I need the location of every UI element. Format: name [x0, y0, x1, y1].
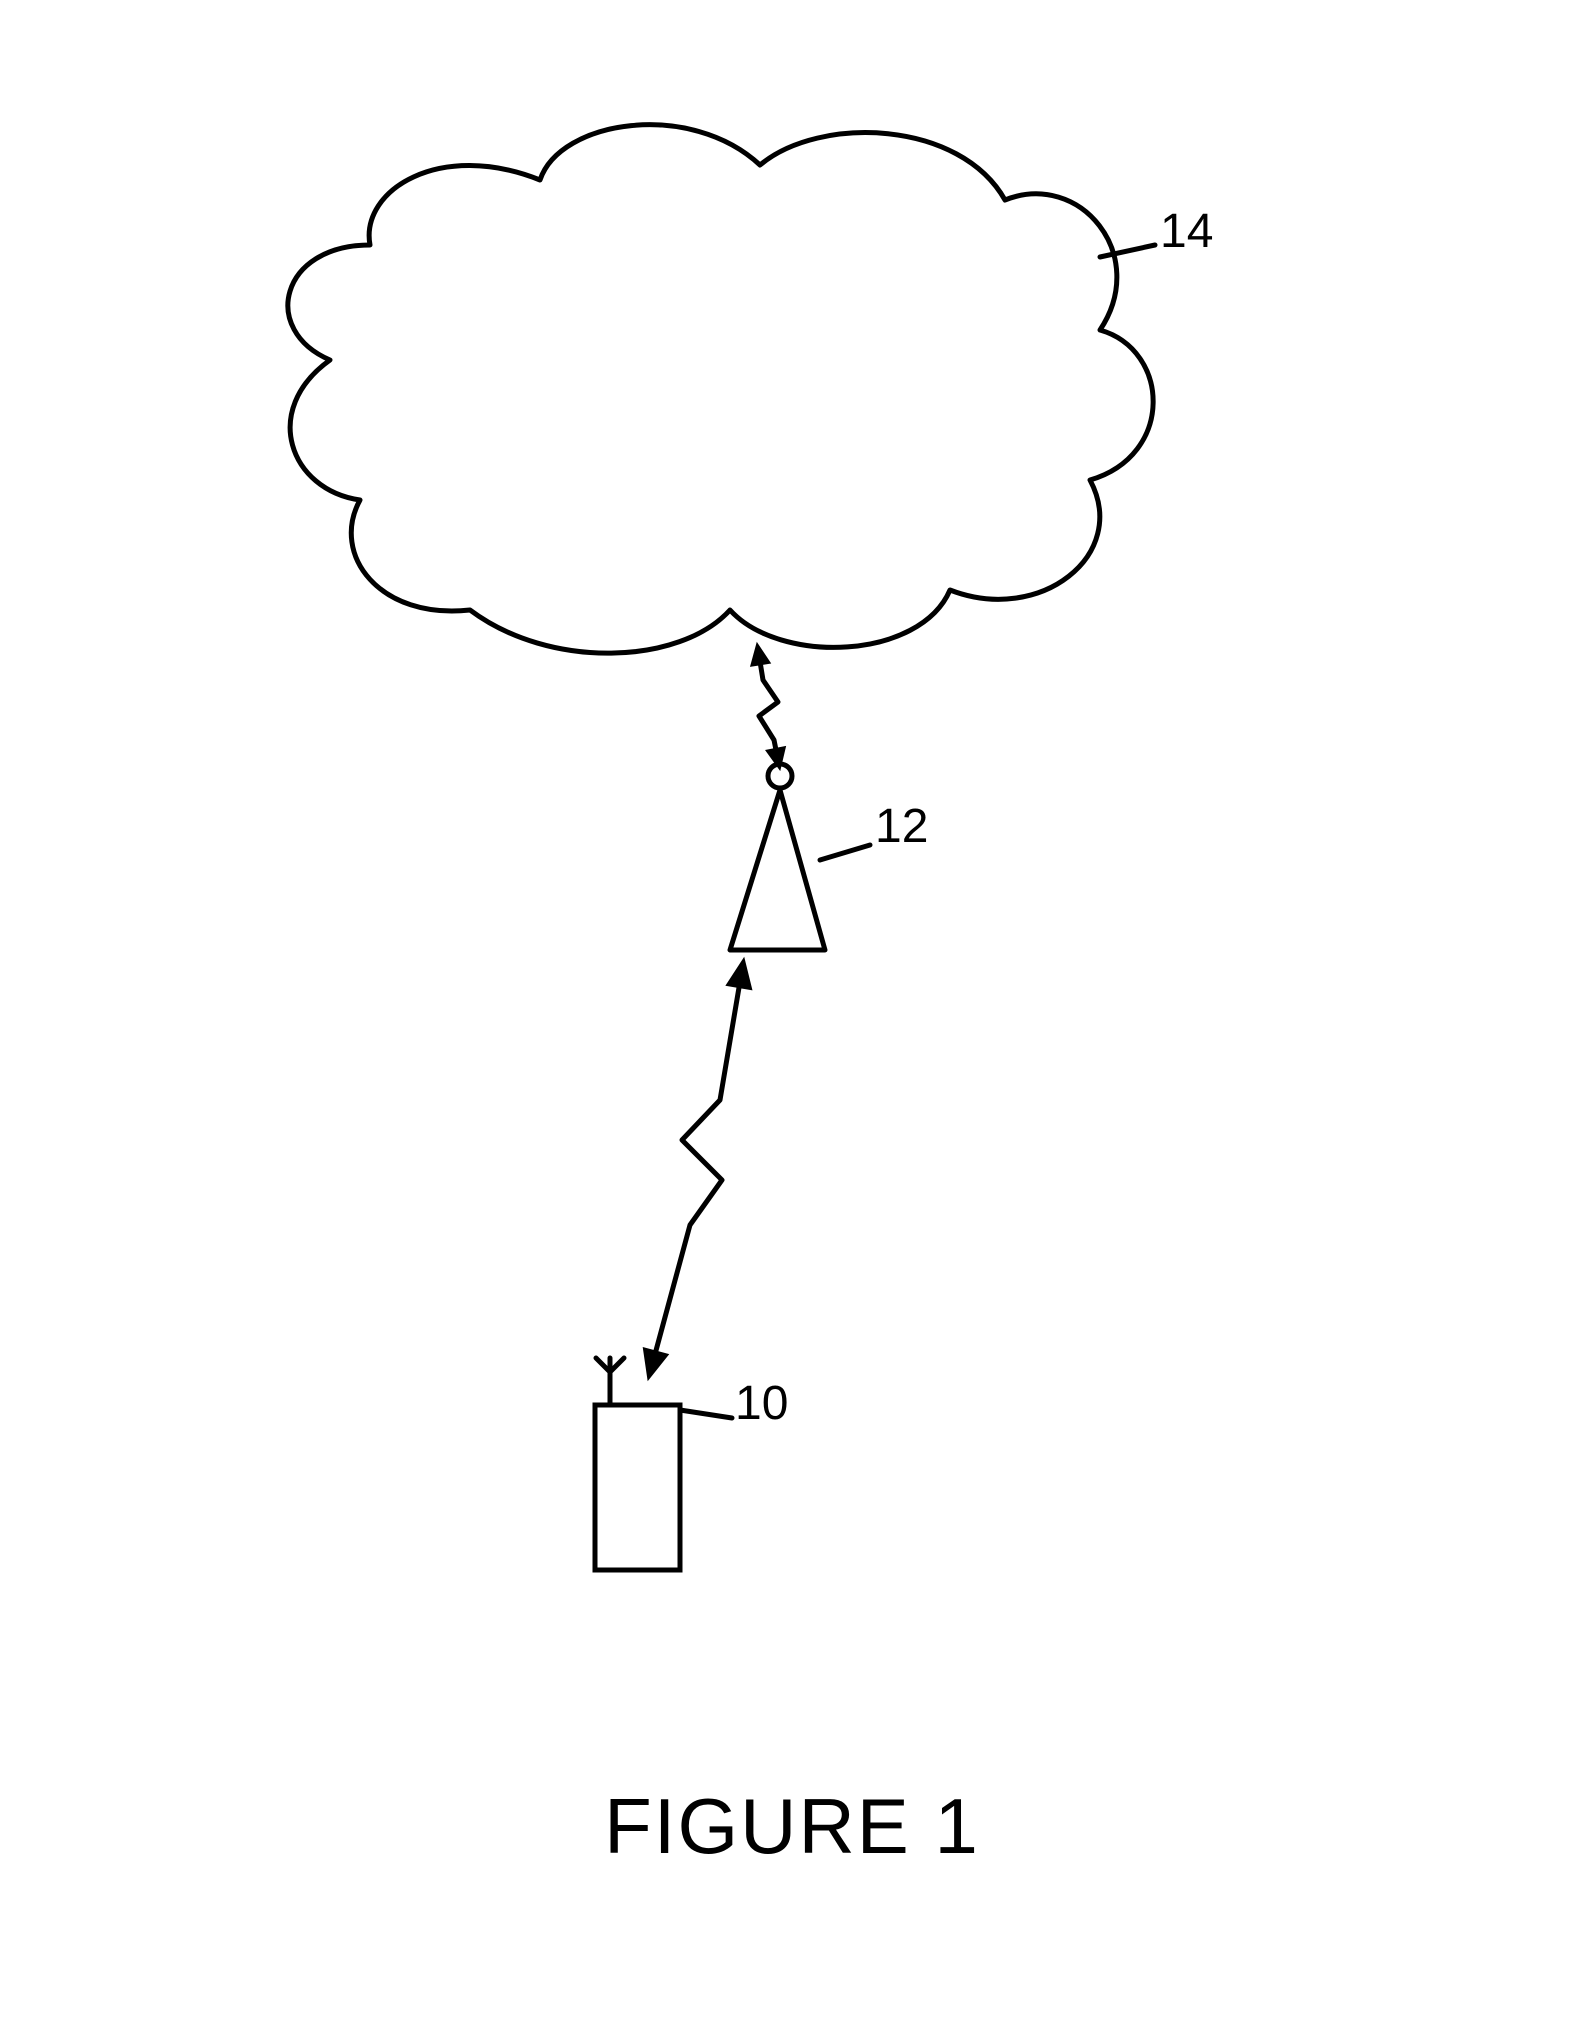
figure-stage: FIGURE 1 14 12 10	[0, 0, 1584, 2042]
ref-label-device: 10	[735, 1376, 788, 1431]
link-tower-device	[656, 988, 739, 1351]
diagram-svg	[0, 0, 1584, 2042]
link-cloud-tower	[759, 665, 778, 749]
ref-label-cloud: 14	[1160, 204, 1213, 259]
arrowhead-icon	[726, 958, 752, 990]
leader-tower	[820, 845, 870, 860]
figure-caption: FIGURE 1	[0, 1781, 1584, 1872]
ref-label-tower: 12	[875, 799, 928, 854]
tower-icon	[730, 790, 825, 950]
leader-device	[680, 1410, 732, 1418]
cloud-icon	[288, 125, 1153, 653]
device-icon	[595, 1405, 680, 1570]
